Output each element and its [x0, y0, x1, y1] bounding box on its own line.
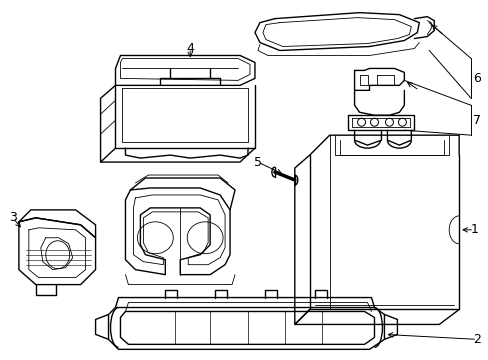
Text: 4: 4 — [186, 42, 194, 55]
Text: 5: 5 — [253, 156, 262, 168]
Text: 1: 1 — [469, 223, 477, 236]
Text: 6: 6 — [472, 72, 480, 85]
Text: 7: 7 — [472, 114, 480, 127]
Text: 2: 2 — [472, 333, 480, 346]
Text: 3: 3 — [9, 211, 17, 224]
